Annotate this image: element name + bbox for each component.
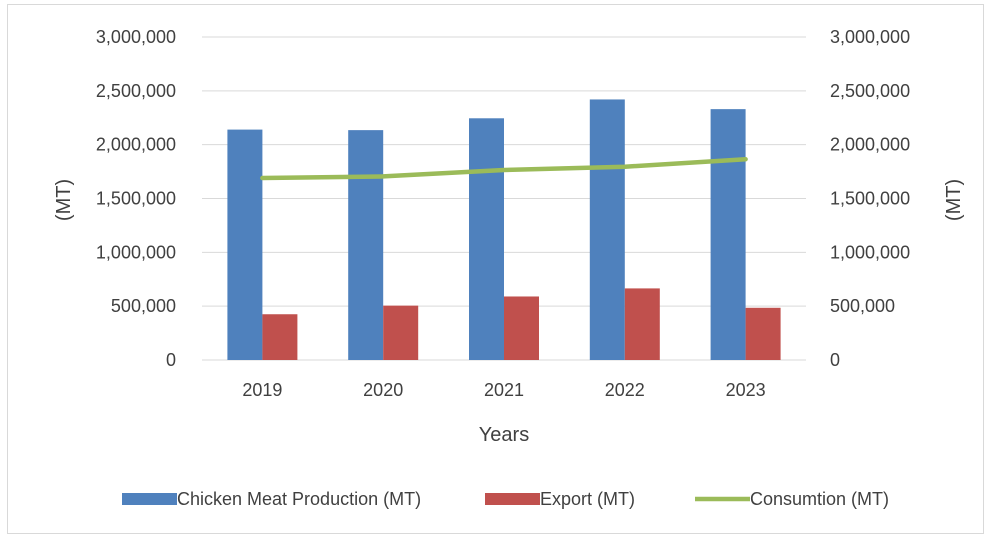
y-tick-label-left: 1,500,000 (96, 189, 176, 209)
y-tick-label-left: 500,000 (111, 296, 176, 316)
y-tick-label-left: 0 (166, 350, 176, 370)
x-tick-label: 2022 (605, 380, 645, 400)
bar-production (227, 129, 263, 360)
y-tick-label-right: 0 (830, 350, 840, 370)
legend-swatch-production (122, 493, 177, 505)
bar-production (710, 109, 746, 361)
x-tick-label: 2020 (363, 380, 403, 400)
x-tick-label: 2021 (484, 380, 524, 400)
bar-production (589, 99, 625, 361)
y-tick-label-right: 2,500,000 (830, 81, 910, 101)
y-tick-label-right: 1,000,000 (830, 242, 910, 262)
bar-export (383, 305, 419, 360)
legend-swatch-export (485, 493, 540, 505)
y-tick-label-right: 500,000 (830, 296, 895, 316)
y-tick-label-left: 2,500,000 (96, 81, 176, 101)
legend: Chicken Meat Production (MT) Export (MT) C… (122, 489, 889, 509)
y-tick-label-right: 2,000,000 (830, 135, 910, 155)
legend-label: Export (MT) (540, 489, 635, 509)
bar-export (624, 288, 660, 360)
y-tick-label-left: 1,000,000 (96, 242, 176, 262)
legend-label: Chicken Meat Production (MT) (177, 489, 421, 509)
x-tick-label: 2019 (242, 380, 282, 400)
bar-export (262, 314, 298, 360)
x-tick-label: 2023 (726, 380, 766, 400)
lines (260, 156, 748, 181)
y-tick-label-right: 3,000,000 (830, 27, 910, 47)
legend-label: Consumtion (MT) (750, 489, 889, 509)
y-tick-label-left: 3,000,000 (96, 27, 176, 47)
bar-production (348, 130, 384, 360)
y-tick-label-right: 1,500,000 (830, 189, 910, 209)
bars (227, 99, 781, 361)
line-consumption (260, 156, 748, 181)
y-axis-title-left: (MT) (53, 179, 75, 221)
x-axis-title: Years (479, 424, 529, 446)
y-tick-label-left: 2,000,000 (96, 135, 176, 155)
tick-labels: 0 0 500,000 500,000 1,000,000 1,000,000 1,500,… (96, 27, 910, 400)
bar-export (504, 296, 539, 360)
bar-production (469, 118, 504, 360)
bar-export (745, 307, 781, 360)
y-axis-title-right: (MT) (943, 179, 965, 221)
